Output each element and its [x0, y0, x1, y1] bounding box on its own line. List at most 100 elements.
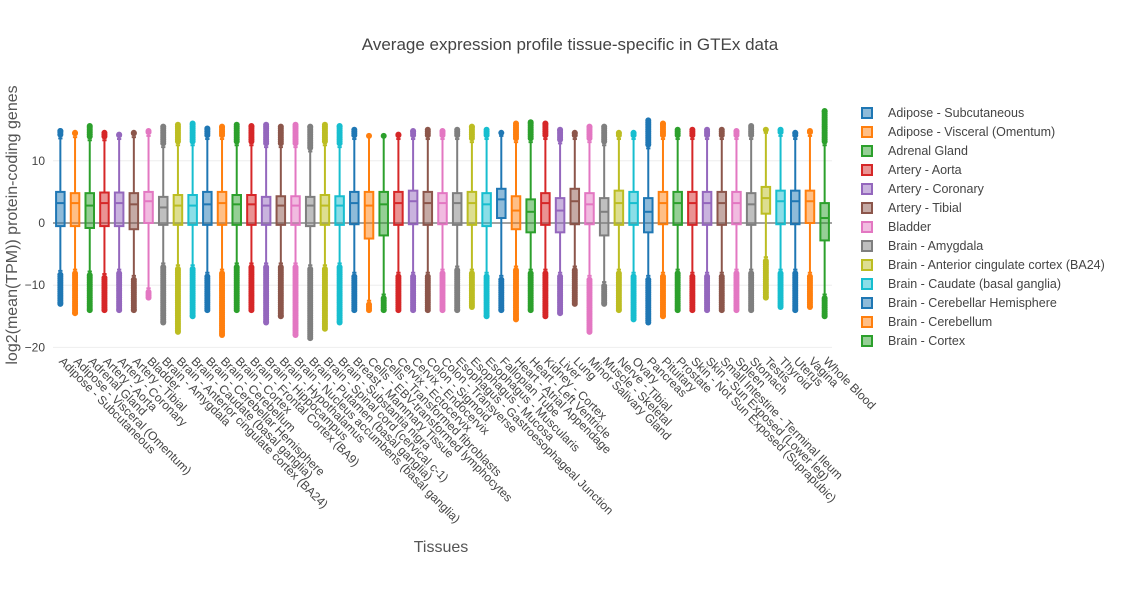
box-Fallopian Tube[interactable] — [496, 129, 507, 314]
box-Esophagus - Mucosa[interactable] — [466, 123, 478, 310]
box-iqr — [745, 192, 757, 226]
box-Brain - Anterior cingulate cortex (BA24)[interactable] — [172, 121, 184, 335]
chart-title: Average expression profile tissue-specif… — [362, 35, 779, 54]
outlier-point — [733, 307, 740, 314]
outlier-point — [292, 121, 299, 128]
outlier-point — [733, 127, 740, 134]
legend-swatch — [861, 278, 873, 290]
box-Prostate[interactable] — [672, 126, 683, 314]
box-Testis[interactable] — [760, 126, 772, 301]
box-Brain - Hippocampus[interactable] — [260, 121, 272, 326]
box-iqr — [481, 192, 492, 228]
outlier-point — [704, 307, 711, 314]
outlier-point — [277, 313, 284, 320]
box-Cells - Transformed fibroblasts[interactable] — [378, 132, 389, 314]
outlier-point — [792, 307, 799, 314]
box-Spleen[interactable] — [731, 127, 742, 314]
box-Uterus[interactable] — [789, 129, 801, 314]
outlier-point — [542, 120, 549, 127]
outlier-point — [204, 307, 211, 314]
box-iqr — [275, 195, 287, 226]
box-Heart - Left Ventricle[interactable] — [525, 119, 536, 314]
outlier-point — [645, 117, 652, 124]
box-Brain - Substantia nigra[interactable] — [334, 122, 345, 326]
box-Skin - Sun Exposed (Lower leg)[interactable] — [701, 126, 713, 314]
box-Ovary[interactable] — [628, 129, 639, 323]
box-Whole Blood[interactable] — [819, 108, 830, 320]
box-Cervix - Endocervix[interactable] — [407, 127, 419, 314]
outlier-point — [439, 127, 446, 134]
box-Cells - EBV-transformed lymphocytes[interactable] — [363, 132, 375, 314]
box-Brain - Amygdala[interactable] — [157, 123, 169, 326]
box-Artery - Aorta[interactable] — [99, 129, 110, 314]
outlier-point — [116, 307, 123, 314]
outlier-point — [689, 126, 696, 133]
box-iqr — [202, 190, 213, 226]
box-Kidney - Cortex[interactable] — [540, 120, 551, 320]
box-Cervix - Ectocervix[interactable] — [393, 131, 404, 314]
outlier-point — [468, 303, 475, 310]
box-Bladder[interactable] — [143, 127, 154, 301]
outlier-point — [307, 335, 314, 342]
box-Artery - Coronary[interactable] — [113, 131, 125, 314]
box-Adipose - Subcutaneous[interactable] — [55, 127, 66, 307]
box-Minor Salivary Gland[interactable] — [584, 123, 595, 335]
legend-label: Artery - Coronary — [888, 182, 984, 196]
box-Brain - Putamen (basal ganglia)[interactable] — [304, 123, 316, 342]
outlier-point — [160, 123, 167, 130]
outlier-point — [468, 123, 475, 130]
outlier-point — [130, 307, 137, 314]
outlier-point — [189, 120, 196, 127]
box-Brain - Spinal cord (cervical c-1)[interactable] — [319, 121, 331, 332]
outlier-point — [777, 126, 784, 133]
legend-swatch — [861, 126, 873, 138]
box-Thyroid[interactable] — [775, 126, 786, 310]
legend-swatch — [861, 183, 873, 195]
box-Colon - Transverse[interactable] — [437, 127, 448, 314]
box-Liver[interactable] — [554, 126, 566, 317]
box-Brain - Nucleus accumbens (basal ganglia)[interactable] — [290, 121, 301, 338]
outlier-point — [542, 313, 549, 320]
box-iqr — [113, 191, 125, 228]
box-Brain - Caudate (basal ganglia)[interactable] — [187, 120, 198, 320]
box-Stomach[interactable] — [745, 122, 757, 314]
box-Vagina[interactable] — [804, 127, 816, 310]
box-Pituitary[interactable] — [657, 120, 669, 320]
box-Nerve - Tibial[interactable] — [613, 129, 625, 314]
box-iqr — [304, 195, 316, 228]
box-iqr — [128, 192, 140, 231]
box-Brain - Cerebellum[interactable] — [216, 123, 228, 338]
box-Artery - Tibial[interactable] — [128, 129, 140, 314]
box-Small Intestine - Terminal Ileum[interactable] — [716, 126, 728, 314]
legend-label: Artery - Tibial — [888, 201, 962, 215]
outlier-point — [645, 319, 652, 326]
y-axis-ticks: −20 −10 0 10 — [25, 154, 46, 355]
box-iqr — [246, 194, 257, 226]
box-Colon - Sigmoid[interactable] — [422, 126, 434, 314]
box-Brain - Cortex[interactable] — [231, 121, 242, 314]
box-Heart - Atrial Appendage[interactable] — [510, 120, 522, 323]
box-Pancreas[interactable] — [643, 117, 654, 326]
box-Skin - Not Sun Exposed (Suprapubic)[interactable] — [687, 126, 698, 314]
y-tick-label: 10 — [32, 154, 46, 168]
box-Breast - Mammary Tissue[interactable] — [349, 126, 360, 314]
outlier-point — [498, 307, 505, 314]
y-tick-label: 0 — [38, 216, 45, 230]
outlier-point — [263, 121, 270, 128]
box-Esophagus - Gastroesophageal Junction[interactable] — [451, 126, 463, 314]
outlier-point — [806, 303, 813, 310]
box-Esophagus - Muscularis[interactable] — [481, 126, 492, 320]
box-Brain - Hypothalamus[interactable] — [275, 123, 287, 320]
box-Adipose - Visceral (Omentum)[interactable] — [69, 129, 81, 317]
y-tick-label: −20 — [25, 340, 46, 354]
box-Adrenal Gland[interactable] — [84, 122, 96, 314]
box-Brain - Cerebellar Hemisphere[interactable] — [202, 125, 213, 314]
box-iqr — [540, 192, 551, 226]
box-iqr — [554, 197, 566, 234]
plot-area[interactable] — [55, 108, 830, 342]
box-Muscle - Skeletal[interactable] — [598, 123, 610, 307]
box-Brain - Frontal Cortex (BA9)[interactable] — [246, 122, 257, 314]
outlier-point — [336, 319, 343, 326]
box-Lung[interactable] — [569, 129, 581, 307]
